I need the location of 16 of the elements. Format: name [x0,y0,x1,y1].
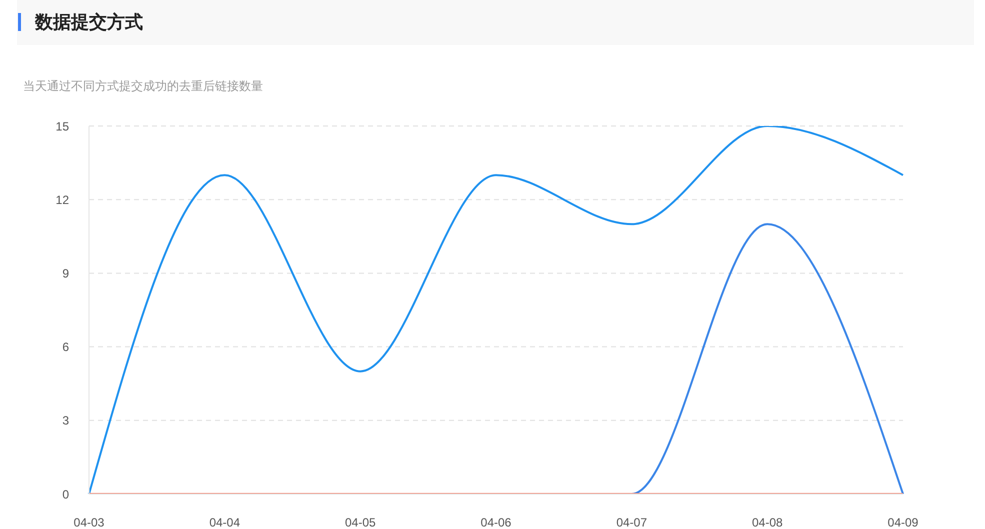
y-tick-label: 6 [62,340,70,354]
x-tick-label: 04-07 [616,516,648,529]
x-tick-label: 04-04 [209,516,240,529]
x-tick-label: 04-06 [480,516,512,529]
x-tick-label: 04-03 [74,516,105,529]
y-tick-label: 9 [62,266,70,280]
x-tick-label: 04-09 [888,516,919,529]
x-tick-label: 04-08 [752,516,783,529]
line-series [88,126,904,494]
chart-title: 数据提交方式 [35,11,143,33]
y-tick-label: 0 [62,487,70,502]
y-tick-label: 12 [56,192,70,207]
chart-subtitle: 当天通过不同方式提交成功的去重后链接数量 [23,78,263,94]
y-tick-label: 15 [56,119,70,134]
x-tick-label: 04-05 [344,516,376,529]
y-tick-label: 3 [62,414,70,428]
